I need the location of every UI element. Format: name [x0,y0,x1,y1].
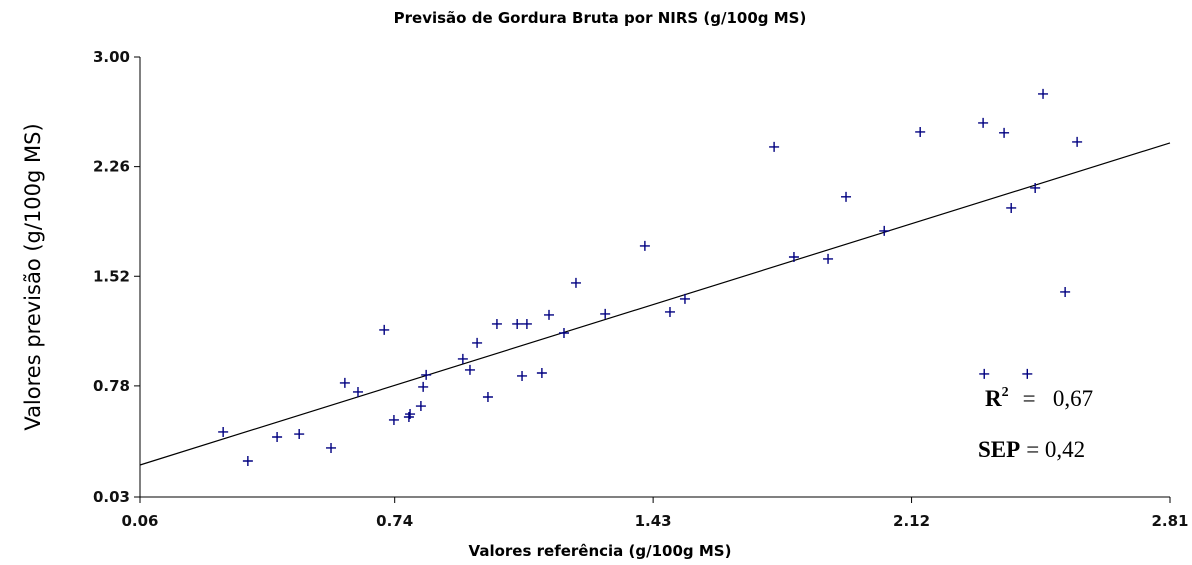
point [521,318,532,329]
y-tick-label: 3.00 [93,48,130,66]
point [1022,368,1033,379]
point [242,456,253,466]
y-tick-label: 0.78 [93,377,130,395]
point [1060,286,1071,297]
point [536,368,547,378]
point [1072,136,1083,147]
point [1030,182,1041,193]
y-tick-label: 0.03 [93,488,130,506]
point [558,328,569,338]
point [421,369,432,380]
point [999,127,1010,138]
point [544,309,555,320]
point [326,442,337,453]
x-tick-label: 2.81 [1151,512,1188,530]
point [388,414,399,425]
point [1006,202,1017,213]
point [491,318,502,329]
point [517,370,528,381]
y-tick-label: 1.52 [93,267,130,285]
y-axis-label: Valores previsão (g/100g MS) [21,123,45,430]
point [823,253,834,264]
point [664,306,675,317]
point [679,293,690,304]
x-tick-label: 0.74 [376,512,413,530]
x-axis-label: Valores referência (g/100g MS) [469,542,732,560]
point [570,277,581,288]
point [1038,88,1049,99]
x-tick-label: 0.06 [121,512,158,530]
point [379,324,390,335]
point [979,368,990,379]
point [472,337,483,348]
point [405,409,416,420]
r2-annotation: R2 = 0,67 [985,385,1093,411]
x-tick-label: 1.43 [635,512,672,530]
point [978,117,989,128]
point [915,126,926,137]
point [639,240,650,251]
point [482,392,493,402]
point [788,252,799,262]
x-tick-label: 2.12 [893,512,930,530]
point [218,426,229,437]
point [418,381,429,392]
point [352,386,363,397]
point [272,432,283,442]
sep-annotation: SEP = 0,42 [978,437,1085,462]
point [841,191,852,202]
point [512,318,523,329]
y-tick-label: 2.26 [93,158,130,176]
point [879,225,890,236]
point [769,141,780,152]
regression-line [139,142,1171,466]
point [339,377,350,388]
point [600,308,611,319]
point [415,401,426,412]
point [457,353,468,364]
point [464,364,475,375]
chart-title: Previsão de Gordura Bruta por NIRS (g/10… [394,9,807,27]
point [294,429,305,440]
